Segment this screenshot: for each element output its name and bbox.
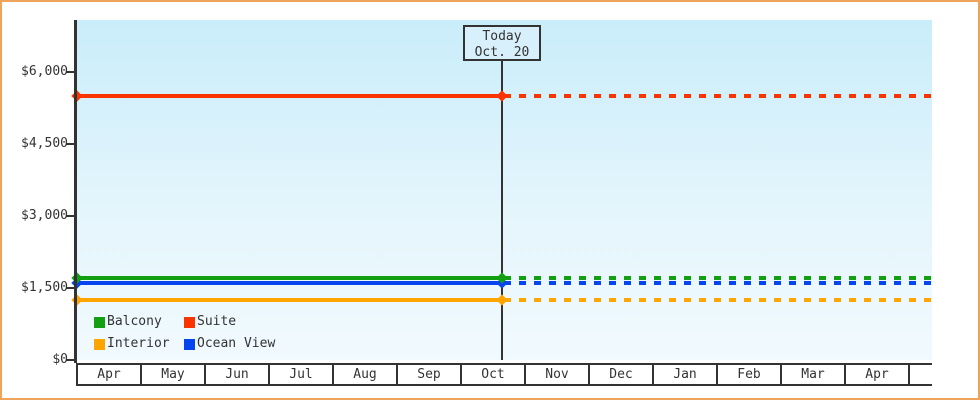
- today-label-line2: Oct. 20: [474, 45, 530, 60]
- series-forecast-line-ocean-view: [504, 281, 932, 285]
- plot-area: [77, 20, 932, 360]
- legend-swatch-icon: [184, 338, 195, 350]
- y-axis-tick: [66, 71, 74, 73]
- y-axis-tick-label: $1,500: [21, 280, 68, 295]
- month-cell: Feb: [718, 365, 782, 384]
- series-forecast-line-suite: [504, 94, 932, 98]
- series-line-balcony: [77, 276, 502, 280]
- legend-item-suite: Suite: [184, 314, 275, 330]
- chart-legend: Balcony Suite Interior Ocean View: [94, 314, 275, 352]
- legend-item-interior: Interior: [94, 336, 184, 352]
- legend-label: Interior: [107, 336, 170, 351]
- y-axis-tick: [66, 143, 74, 145]
- legend-label: Suite: [197, 314, 237, 329]
- month-cell: Sep: [398, 365, 462, 384]
- y-axis-tick: [66, 287, 74, 289]
- y-axis-tick-label: $4,500: [21, 136, 68, 151]
- y-axis-tick: [66, 215, 74, 217]
- month-cell: Dec: [590, 365, 654, 384]
- y-axis-line: [74, 20, 77, 363]
- month-cell: Oct: [462, 365, 526, 384]
- month-cell: Nov: [526, 365, 590, 384]
- series-line-interior: [77, 298, 502, 302]
- series-line-ocean-view: [77, 281, 502, 285]
- legend-swatch-icon: [184, 316, 195, 328]
- today-label-line1: Today: [482, 29, 522, 44]
- series-line-suite: [77, 94, 502, 98]
- legend-item-ocean-view: Ocean View: [184, 336, 275, 352]
- legend-label: Balcony: [107, 314, 162, 329]
- x-axis-month-table: Apr May Jun Jul Aug Sep Oct Nov Dec Jan Feb Mar Apr: [76, 363, 932, 386]
- legend-item-balcony: Balcony: [94, 314, 184, 330]
- today-marker-line: [501, 60, 503, 360]
- month-cell: Jun: [206, 365, 270, 384]
- month-cell: Jul: [270, 365, 334, 384]
- y-axis-tick: [66, 359, 74, 361]
- y-axis-tick-label: $3,000: [21, 208, 68, 223]
- month-cell: Aug: [334, 365, 398, 384]
- month-cell: May: [142, 365, 206, 384]
- month-cell: Apr: [846, 365, 910, 384]
- series-forecast-line-balcony: [504, 276, 932, 280]
- legend-swatch-icon: [94, 316, 105, 328]
- y-axis-tick-label: $6,000: [21, 64, 68, 79]
- month-cell: Jan: [654, 365, 718, 384]
- today-label-box: Today Oct. 20: [463, 25, 541, 61]
- legend-swatch-icon: [94, 338, 105, 350]
- legend-label: Ocean View: [197, 336, 276, 351]
- y-axis-tick-label: $0: [52, 352, 68, 367]
- month-cell: Mar: [782, 365, 846, 384]
- month-cell: Apr: [78, 365, 142, 384]
- series-forecast-line-interior: [504, 298, 932, 302]
- month-cell-blank: [910, 365, 932, 384]
